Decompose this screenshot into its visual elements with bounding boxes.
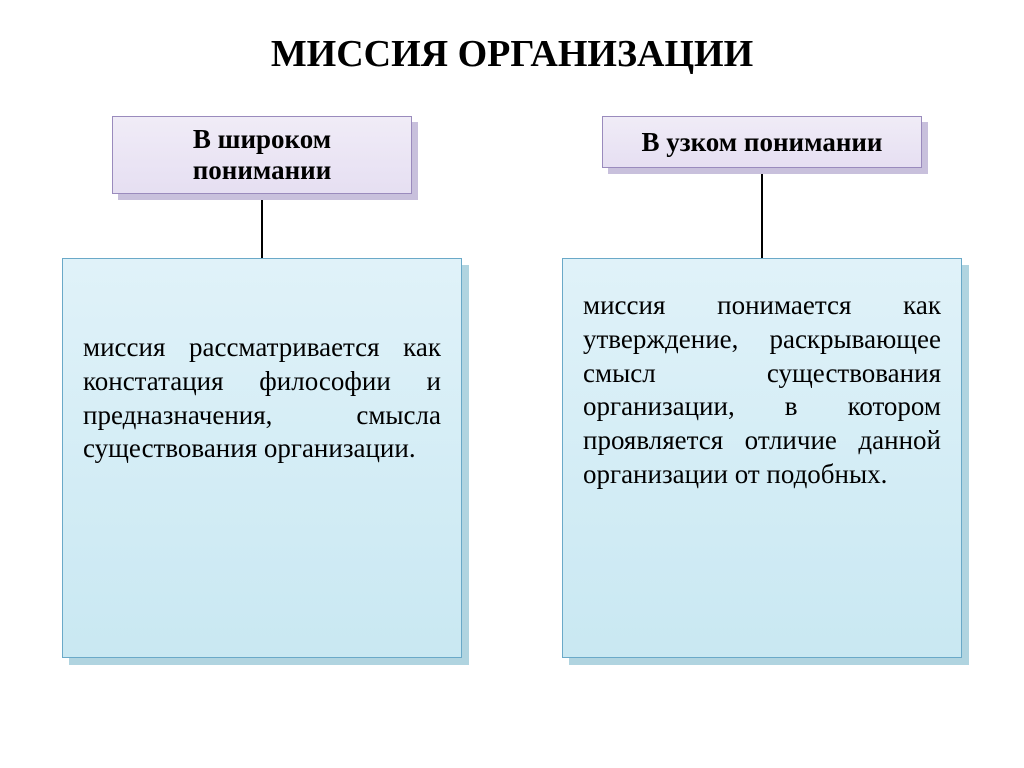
right-column: В узком понимании миссия понимается как …: [552, 116, 972, 658]
left-content-wrap: миссия рассматривается как констатация ф…: [62, 258, 462, 658]
right-content-wrap: миссия понимается как утверждение, раскр…: [562, 258, 962, 658]
left-connector: [261, 194, 263, 258]
columns-container: В широком понимании миссия рассматривает…: [0, 116, 1024, 658]
right-header-box: В узком понимании: [602, 116, 922, 168]
right-header-wrap: В узком понимании: [602, 116, 922, 168]
left-header-wrap: В широком понимании: [112, 116, 412, 194]
page-title: МИССИЯ ОРГАНИЗАЦИИ: [0, 32, 1024, 76]
left-header-box: В широком понимании: [112, 116, 412, 194]
left-content-box: миссия рассматривается как констатация ф…: [62, 258, 462, 658]
left-column: В широком понимании миссия рассматривает…: [52, 116, 472, 658]
right-connector: [761, 168, 763, 258]
right-content-box: миссия понимается как утверждение, раскр…: [562, 258, 962, 658]
